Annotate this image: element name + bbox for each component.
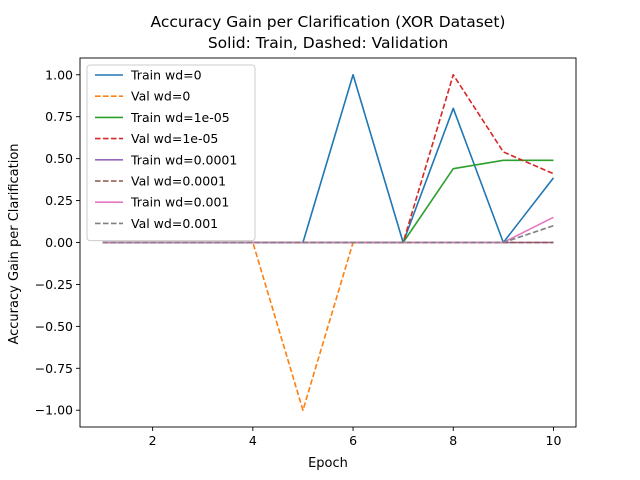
y-tick-label: 1.00 — [45, 67, 73, 82]
plot-lines — [102, 73, 555, 412]
y-tick-label: −1.00 — [35, 403, 73, 418]
legend-label: Val wd=1e-05 — [131, 131, 218, 146]
legend-label: Train wd=0 — [130, 68, 202, 83]
y-axis: −1.00 −0.75 −0.50 −0.25 0.00 0.25 0.50 0.75 1.00 — [35, 67, 80, 418]
x-tick-label: 10 — [546, 433, 562, 448]
x-tick-label: 8 — [449, 433, 457, 448]
chart-subtitle: Solid: Train, Dashed: Validation — [208, 34, 448, 52]
chart-title: Accuracy Gain per Clarification (XOR Dat… — [151, 13, 506, 31]
legend-box — [86, 64, 256, 242]
series-line-7 — [102, 224, 554, 244]
x-axis-label: Epoch — [308, 456, 348, 471]
legend-label: Train wd=0.0001 — [130, 152, 237, 167]
y-tick-label: −0.25 — [35, 277, 73, 292]
legend-label: Val wd=0.0001 — [131, 174, 226, 189]
legend-label: Train wd=1e-05 — [130, 110, 230, 125]
legend-label: Val wd=0.001 — [131, 216, 218, 231]
y-tick-label: 0.75 — [45, 109, 73, 124]
x-axis: 2 4 6 8 10 — [149, 427, 562, 448]
y-axis-label: Accuracy Gain per Clarification — [7, 143, 22, 344]
series-line-1 — [102, 241, 554, 412]
y-tick-label: −0.75 — [35, 361, 73, 376]
y-tick-label: −0.50 — [35, 319, 73, 334]
y-tick-label: 0.00 — [45, 235, 73, 250]
y-tick-label: 0.25 — [45, 193, 73, 208]
legend-label: Train wd=0.001 — [130, 195, 229, 210]
x-tick-label: 6 — [349, 433, 357, 448]
y-tick-label: 0.50 — [45, 151, 73, 166]
x-tick-label: 4 — [249, 433, 257, 448]
x-tick-label: 2 — [149, 433, 157, 448]
legend: Train wd=0 Val wd=0 Train wd=1e-05 Val wd=1… — [86, 64, 256, 242]
legend-label: Val wd=0 — [131, 89, 190, 104]
